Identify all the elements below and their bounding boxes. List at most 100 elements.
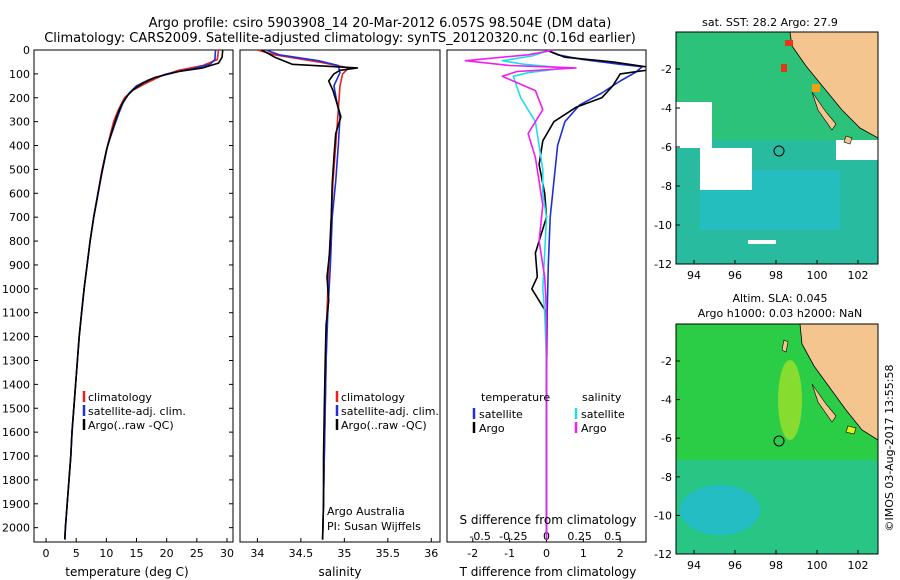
x-tick-label: -1: [504, 547, 515, 560]
sla-map-panel: Altim. SLA: 0.045 Argo h1000: 0.03 h2000…: [654, 292, 879, 572]
map-x-tick-label: 98: [769, 269, 783, 282]
depth-tick-label: 1400: [2, 378, 30, 391]
s-difference-label: S difference from climatology: [460, 513, 637, 527]
t-difference-xlabel: T difference from climatology: [459, 565, 637, 579]
temperature-axes-frame: [33, 49, 234, 543]
sst-map-title: sat. SST: 28.2 Argo: 27.9: [702, 16, 838, 29]
argo-australia-label: Argo Australia: [327, 505, 405, 518]
s-diff-tick-label: -0.25: [499, 530, 527, 543]
depth-tick-label: 1300: [2, 354, 30, 367]
depth-tick-label: 1200: [2, 331, 30, 344]
sst-cloud-gap-4: [748, 240, 776, 244]
x-tick-label: 20: [160, 547, 174, 560]
map-y-tick-label: -6: [661, 141, 672, 154]
island-small-1: [843, 135, 853, 145]
sst-cloud-gap-2: [700, 148, 752, 190]
temperature-xlabel: temperature (deg C): [65, 565, 188, 579]
depth-tick-label: 300: [9, 116, 30, 129]
map-y-tick-label: -8: [661, 180, 672, 193]
temperature-panel: 0100200300400500600700800900100011001200…: [2, 44, 646, 579]
legend-label: climatology: [88, 391, 152, 404]
x-tick-label: 15: [130, 547, 144, 560]
sst-cloud-gap-3: [836, 140, 878, 160]
s-diff-tick-label: -0.5: [469, 530, 490, 543]
series-line-argo-raw-qc-: [261, 50, 359, 540]
depth-tick-label: 600: [9, 187, 30, 200]
legend-label: satellite: [581, 408, 625, 421]
sst-warm-pixel-1: [781, 64, 787, 72]
map-x-tick-label: 102: [848, 559, 869, 572]
temperature-x-ticks: 0 5 10 15 20 25 30: [43, 538, 234, 560]
figure-title-line1: Argo profile: csiro 5903908_14 20-Mar-20…: [149, 16, 612, 31]
map-y-tick-label: -4: [661, 394, 672, 407]
depth-tick-label: 0: [23, 44, 30, 57]
x-tick-label: 34.5: [289, 547, 314, 560]
x-tick-label: 36: [424, 547, 438, 560]
sla-map-ticks: 94 96 98 100 102 -2 -4 -6 -8 -10 -12: [654, 355, 868, 572]
x-tick-label: 1: [580, 547, 587, 560]
temperature-series: [64, 50, 224, 540]
map-y-tick-label: -10: [654, 509, 672, 522]
x-tick-label: 0: [543, 547, 550, 560]
x-tick-label: 35: [337, 547, 351, 560]
legend-label: Argo(..raw -QC): [88, 419, 174, 432]
sla-argo-location-marker: [773, 435, 785, 447]
x-tick-label: -2: [467, 547, 478, 560]
x-tick-label: 30: [220, 547, 234, 560]
sla-map-title-2: Argo h1000: 0.03 h2000: NaN: [698, 307, 863, 320]
difference-panel: -2 -1 0 1 2-0.5 -0.25 0 0.25 0.5 temperature sali…: [446, 49, 647, 579]
sla-map-frame: [675, 323, 879, 555]
map-x-tick-label: 100: [807, 269, 828, 282]
depth-tick-label: 200: [9, 92, 30, 105]
sst-warm-pixel-2: [812, 84, 820, 92]
salinity-panel: 34 34.5 35 35.5 36 climatologysatellite-adj.…: [239, 49, 441, 579]
sst-map-panel: sat. SST: 28.2 Argo: 27.9 94 96 98 100 102 -2…: [654, 16, 879, 282]
depth-tick-label: 1800: [2, 474, 30, 487]
legend-label: satellite-adj. clim.: [88, 405, 186, 418]
s-diff-tick-label: 0.25: [567, 530, 592, 543]
legend-label: Argo: [479, 422, 505, 435]
x-tick-label: 0: [43, 547, 50, 560]
salinity-axes-frame: [239, 49, 441, 543]
map-y-tick-label: -12: [654, 258, 672, 271]
map-y-tick-label: -2: [661, 63, 672, 76]
sst-argo-location-marker: [773, 145, 785, 157]
x-tick-label: 25: [190, 547, 204, 560]
map-x-tick-label: 94: [687, 269, 701, 282]
sst-cloud-gap-1: [676, 102, 712, 148]
island-chain-2: [811, 383, 837, 423]
legend-label: satellite-adj. clim.: [341, 405, 439, 418]
series-line-s-satellite: [501, 50, 566, 540]
sla-map-title-1: Altim. SLA: 0.045: [732, 292, 827, 305]
sst-map-frame: [675, 31, 879, 265]
difference-legend: temperature salinitysatelliteArgosatellit…: [472, 391, 625, 435]
map-x-tick-label: 96: [728, 269, 742, 282]
x-tick-label: 10: [99, 547, 113, 560]
depth-tick-label: 500: [9, 163, 30, 176]
map-y-tick-label: -2: [661, 355, 672, 368]
map-y-tick-label: -4: [661, 102, 672, 115]
depth-tick-label: 1500: [2, 402, 30, 415]
map-y-tick-label: -10: [654, 219, 672, 232]
depth-tick-label: 2000: [2, 522, 30, 535]
sla-low-anomaly: [680, 485, 760, 535]
legend-label: climatology: [341, 391, 405, 404]
depth-tick-label: 400: [9, 140, 30, 153]
map-y-tick-label: -6: [661, 432, 672, 445]
map-x-tick-label: 100: [807, 559, 828, 572]
figure-title-line2: Climatology: CARS2009. Satellite-adjuste…: [44, 31, 636, 46]
depth-tick-label: 100: [9, 68, 30, 81]
legend-label: Argo(..raw -QC): [341, 419, 427, 432]
x-tick-label: 2: [617, 547, 624, 560]
island-small-3: [845, 425, 857, 435]
depth-tick-label: 1900: [2, 498, 30, 511]
sla-high-anomaly: [778, 360, 802, 440]
sst-map-ticks: 94 96 98 100 102 -2 -4 -6 -8 -10 -12: [654, 63, 868, 282]
pi-label: PI: Susan Wijffels: [327, 520, 421, 533]
salinity-series: [257, 50, 359, 540]
difference-series: [464, 50, 646, 540]
legend-label: Argo: [581, 422, 607, 435]
